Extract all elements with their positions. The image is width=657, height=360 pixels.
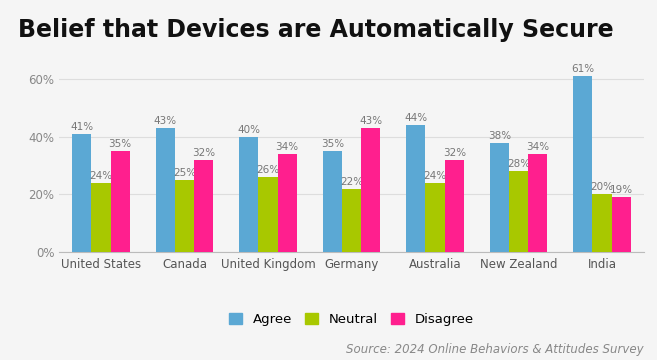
Text: 43%: 43% xyxy=(154,116,177,126)
Bar xyxy=(426,183,445,252)
Text: 41%: 41% xyxy=(70,122,93,132)
Text: 28%: 28% xyxy=(507,159,530,169)
Text: 43%: 43% xyxy=(359,116,382,126)
Text: Belief that Devices are Automatically Secure: Belief that Devices are Automatically Se… xyxy=(18,18,614,41)
Bar xyxy=(489,143,509,252)
Bar xyxy=(612,197,631,252)
Bar xyxy=(574,76,593,252)
Bar xyxy=(277,154,297,252)
Text: 44%: 44% xyxy=(404,113,427,123)
Text: 24%: 24% xyxy=(424,171,447,181)
Bar xyxy=(258,177,277,252)
Text: 19%: 19% xyxy=(610,185,633,195)
Text: 32%: 32% xyxy=(443,148,466,158)
Bar xyxy=(110,151,129,252)
Bar xyxy=(194,160,214,252)
Bar xyxy=(342,189,361,252)
Text: 22%: 22% xyxy=(340,177,363,186)
Bar xyxy=(361,128,380,252)
Bar xyxy=(239,137,258,252)
Bar xyxy=(175,180,194,252)
Text: 26%: 26% xyxy=(256,165,279,175)
Text: 35%: 35% xyxy=(321,139,344,149)
Text: 32%: 32% xyxy=(192,148,215,158)
Text: 34%: 34% xyxy=(526,142,549,152)
Bar xyxy=(593,194,612,252)
Legend: Agree, Neutral, Disagree: Agree, Neutral, Disagree xyxy=(225,309,478,330)
Bar xyxy=(156,128,175,252)
Text: 20%: 20% xyxy=(591,183,614,192)
Bar xyxy=(406,125,426,252)
Text: 24%: 24% xyxy=(89,171,112,181)
Bar xyxy=(323,151,342,252)
Text: 61%: 61% xyxy=(572,64,595,74)
Text: 38%: 38% xyxy=(487,131,511,140)
Bar xyxy=(445,160,464,252)
Bar xyxy=(91,183,110,252)
Text: Source: 2024 Online Behaviors & Attitudes Survey: Source: 2024 Online Behaviors & Attitude… xyxy=(346,343,644,356)
Text: 35%: 35% xyxy=(108,139,131,149)
Bar xyxy=(72,134,91,252)
Bar xyxy=(509,171,528,252)
Bar xyxy=(528,154,547,252)
Text: 25%: 25% xyxy=(173,168,196,178)
Text: 34%: 34% xyxy=(276,142,299,152)
Text: 40%: 40% xyxy=(237,125,260,135)
